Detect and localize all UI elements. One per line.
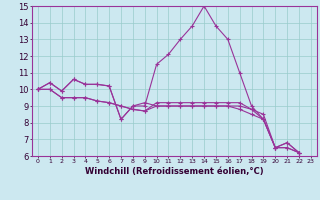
X-axis label: Windchill (Refroidissement éolien,°C): Windchill (Refroidissement éolien,°C) xyxy=(85,167,264,176)
